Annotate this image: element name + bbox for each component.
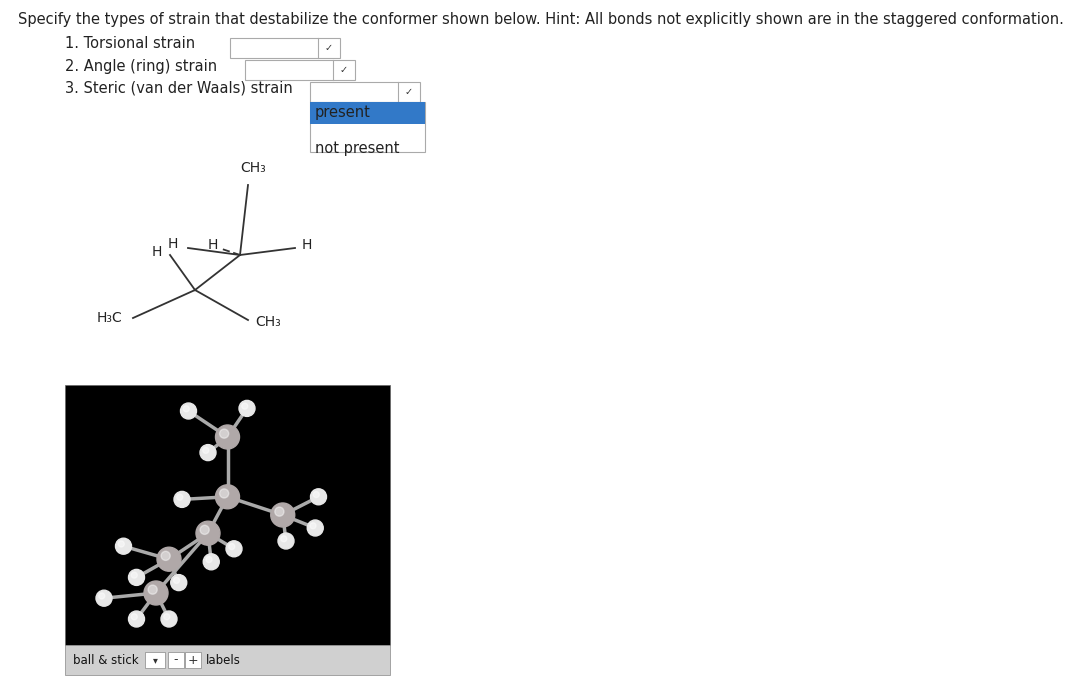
Text: H: H bbox=[152, 245, 162, 259]
Circle shape bbox=[215, 485, 240, 509]
Circle shape bbox=[174, 577, 180, 583]
Circle shape bbox=[183, 406, 190, 412]
Text: present: present bbox=[315, 106, 371, 120]
Circle shape bbox=[206, 557, 212, 562]
Text: 2. Angle (ring) strain: 2. Angle (ring) strain bbox=[65, 58, 217, 74]
Circle shape bbox=[229, 544, 235, 550]
Circle shape bbox=[239, 400, 255, 416]
Text: 1. Torsional strain: 1. Torsional strain bbox=[65, 36, 195, 52]
Circle shape bbox=[271, 503, 295, 527]
Text: H: H bbox=[168, 237, 178, 251]
Circle shape bbox=[281, 536, 287, 541]
Circle shape bbox=[310, 523, 316, 529]
Text: +: + bbox=[187, 654, 198, 667]
Text: CH₃: CH₃ bbox=[255, 315, 281, 329]
Circle shape bbox=[164, 614, 170, 620]
FancyBboxPatch shape bbox=[65, 385, 390, 645]
Text: -: - bbox=[174, 654, 178, 667]
Circle shape bbox=[129, 569, 145, 585]
Circle shape bbox=[132, 572, 137, 578]
Circle shape bbox=[96, 590, 112, 606]
Text: ✓: ✓ bbox=[405, 87, 413, 97]
Circle shape bbox=[161, 551, 170, 560]
FancyBboxPatch shape bbox=[310, 102, 425, 152]
Circle shape bbox=[116, 538, 132, 554]
Circle shape bbox=[313, 491, 319, 498]
Circle shape bbox=[170, 575, 186, 591]
Circle shape bbox=[202, 448, 209, 453]
Text: labels: labels bbox=[206, 654, 241, 667]
FancyBboxPatch shape bbox=[310, 102, 425, 124]
Circle shape bbox=[278, 533, 295, 549]
Circle shape bbox=[99, 593, 105, 599]
Circle shape bbox=[200, 445, 216, 461]
Circle shape bbox=[200, 525, 209, 535]
Text: H₃C: H₃C bbox=[96, 311, 122, 325]
Circle shape bbox=[148, 585, 157, 594]
Circle shape bbox=[226, 541, 242, 557]
FancyBboxPatch shape bbox=[310, 82, 420, 102]
FancyBboxPatch shape bbox=[245, 60, 355, 80]
Text: CH₃: CH₃ bbox=[240, 161, 266, 175]
FancyBboxPatch shape bbox=[168, 652, 184, 668]
Circle shape bbox=[275, 507, 284, 516]
Text: ✓: ✓ bbox=[340, 65, 348, 75]
Text: ✓: ✓ bbox=[325, 43, 333, 53]
Circle shape bbox=[203, 554, 220, 570]
Circle shape bbox=[220, 489, 229, 498]
Text: H: H bbox=[208, 238, 218, 252]
FancyBboxPatch shape bbox=[185, 652, 201, 668]
FancyBboxPatch shape bbox=[310, 102, 425, 124]
Circle shape bbox=[157, 547, 181, 571]
Circle shape bbox=[181, 403, 196, 419]
Circle shape bbox=[215, 425, 240, 449]
Text: 3. Steric (van der Waals) strain: 3. Steric (van der Waals) strain bbox=[65, 81, 292, 95]
Text: ▾: ▾ bbox=[152, 655, 157, 665]
Text: ball & stick: ball & stick bbox=[73, 654, 138, 667]
Circle shape bbox=[177, 494, 183, 500]
Text: not present: not present bbox=[315, 141, 399, 157]
Circle shape bbox=[118, 541, 124, 547]
Circle shape bbox=[220, 429, 229, 438]
Circle shape bbox=[132, 614, 137, 620]
Text: Specify the types of strain that destabilize the conformer shown below. Hint: Al: Specify the types of strain that destabi… bbox=[18, 12, 1064, 27]
Text: H: H bbox=[302, 238, 313, 252]
FancyBboxPatch shape bbox=[65, 645, 390, 675]
Circle shape bbox=[311, 489, 327, 505]
FancyBboxPatch shape bbox=[230, 38, 340, 58]
FancyBboxPatch shape bbox=[145, 652, 165, 668]
Circle shape bbox=[174, 491, 190, 507]
Circle shape bbox=[161, 611, 177, 627]
Circle shape bbox=[307, 520, 323, 536]
Circle shape bbox=[144, 581, 168, 605]
Circle shape bbox=[129, 611, 145, 627]
Circle shape bbox=[196, 521, 220, 545]
Circle shape bbox=[242, 403, 247, 409]
